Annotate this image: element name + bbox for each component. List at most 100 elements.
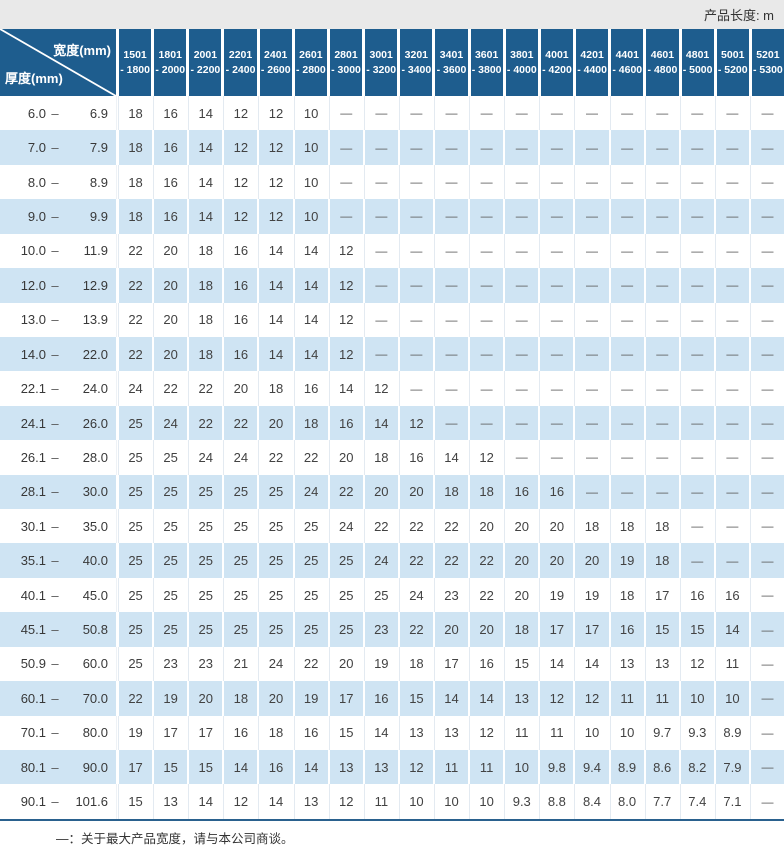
max-length-cell: 25 bbox=[222, 612, 257, 647]
max-length-cell: 25 bbox=[118, 577, 152, 613]
max-length-cell: 18 bbox=[609, 509, 644, 544]
table-row: 7.0 – 7.9 18 16 14 12 12 10— — — — — — — — — — — — — bbox=[0, 130, 784, 165]
max-length-cell: 12 bbox=[397, 405, 433, 441]
max-length-cell: 8.8 bbox=[539, 784, 573, 819]
max-length-cell: 15 bbox=[678, 612, 714, 647]
max-length-cell: — bbox=[748, 130, 784, 165]
table-row: 60.1 – 70.0 22 19 20 18 20 19 17 16 15 14 14 13 12 12… bbox=[0, 681, 784, 716]
max-length-cell: — bbox=[679, 96, 714, 131]
max-length-cell: 14 bbox=[574, 646, 608, 682]
max-length-cell: 25 bbox=[292, 543, 328, 578]
max-length-cell: — bbox=[504, 96, 538, 131]
max-length-cell: 22 bbox=[153, 371, 187, 406]
max-length-cell: 13 bbox=[503, 681, 538, 716]
thickness-range-label: 12.0 – 12.9 bbox=[0, 268, 117, 303]
max-length-cell: — bbox=[749, 440, 784, 475]
max-length-cell: — bbox=[713, 405, 749, 441]
max-length-cell: 18 bbox=[258, 371, 292, 406]
thickness-range-label: 22.1 – 24.0 bbox=[0, 371, 117, 406]
footer-divider-line bbox=[0, 818, 784, 821]
max-length-cell: 9.8 bbox=[538, 750, 573, 785]
max-length-cell: — bbox=[574, 440, 608, 475]
max-length-cell: 8.4 bbox=[574, 784, 608, 819]
max-length-cell: 13 bbox=[609, 646, 644, 682]
max-length-cell: 14 bbox=[363, 715, 398, 751]
max-length-cell: — bbox=[608, 405, 644, 441]
max-length-cell: 15 bbox=[118, 784, 152, 819]
max-length-cell: 13 bbox=[644, 646, 679, 682]
table-row: 12.0 – 12.9 22 20 18 16 14 14 12— — — — — — — — — — — — bbox=[0, 268, 784, 303]
max-length-cell: 13 bbox=[362, 750, 398, 785]
max-length-cell: 7.4 bbox=[679, 784, 714, 819]
max-length-cell: 20 bbox=[573, 543, 608, 578]
max-length-cell: 15 bbox=[397, 681, 433, 716]
max-length-cell: 14 bbox=[188, 784, 222, 819]
max-length-cell: — bbox=[574, 371, 608, 406]
max-length-cell: — bbox=[362, 336, 398, 372]
max-length-cell: 20 bbox=[503, 543, 538, 578]
max-length-cell: 25 bbox=[187, 612, 222, 647]
max-length-cell: 25 bbox=[153, 440, 187, 475]
table-body: 6.0 – 6.9 18 16 14 12 12 10— — — — — — — — — — — — — 7.0 … bbox=[0, 96, 784, 819]
max-length-cell: 25 bbox=[118, 440, 152, 475]
max-length-cell: 19 bbox=[539, 577, 573, 613]
max-length-cell: 16 bbox=[153, 96, 187, 131]
max-length-cell: 20 bbox=[538, 543, 573, 578]
max-length-cell: 14 bbox=[258, 302, 292, 337]
max-length-cell: — bbox=[714, 164, 749, 200]
max-length-cell: — bbox=[679, 371, 714, 406]
max-length-cell: 25 bbox=[293, 577, 328, 613]
table-row: 10.0 – 11.9 22 20 18 16 14 14 12— — — — — — — — — — — — bbox=[0, 233, 784, 269]
max-length-cell: 22 bbox=[258, 440, 292, 475]
max-length-cell: 25 bbox=[363, 577, 398, 613]
max-length-cell: 16 bbox=[223, 715, 257, 751]
width-column-header: 4201 - 4400 bbox=[576, 29, 609, 96]
table-row: 90.1 – 101.6 15 13 14 12 14 13 12 11 10 10 10 9.3 8.… bbox=[0, 784, 784, 819]
max-length-cell: — bbox=[432, 130, 468, 165]
max-length-cell: — bbox=[643, 199, 679, 234]
max-length-cell: 12 bbox=[222, 199, 257, 234]
thickness-range-label: 7.0 – 7.9 bbox=[0, 130, 117, 165]
max-length-cell: 19 bbox=[118, 715, 152, 751]
max-length-cell: 18 bbox=[117, 130, 152, 165]
max-length-cell: — bbox=[643, 474, 679, 510]
max-length-cell: 19 bbox=[152, 681, 187, 716]
max-length-cell: 17 bbox=[644, 577, 679, 613]
max-length-cell: 13 bbox=[293, 784, 328, 819]
max-length-cell: 18 bbox=[609, 577, 644, 613]
thickness-range-label: 35.1 – 40.0 bbox=[0, 543, 117, 578]
max-length-cell: — bbox=[398, 96, 433, 131]
max-length-cell: — bbox=[362, 199, 398, 234]
max-length-cell: 22 bbox=[222, 405, 257, 441]
max-length-cell: 22 bbox=[117, 336, 152, 372]
max-length-cell: 12 bbox=[257, 130, 292, 165]
max-length-cell: 20 bbox=[539, 509, 573, 544]
max-length-cell: 23 bbox=[153, 646, 187, 682]
max-length-cell: 20 bbox=[223, 371, 257, 406]
max-length-cell: 23 bbox=[188, 646, 222, 682]
max-length-cell: 14 bbox=[432, 681, 468, 716]
max-length-cell: — bbox=[714, 96, 749, 131]
max-length-cell: — bbox=[714, 440, 749, 475]
max-length-cell: — bbox=[539, 164, 573, 200]
max-length-cell: 10 bbox=[503, 750, 538, 785]
table-row: 14.0 – 22.0 22 20 18 16 14 14 12— — — — — — — — — — — — bbox=[0, 336, 784, 372]
max-length-cell: 13 bbox=[398, 715, 433, 751]
max-length-cell: 25 bbox=[327, 543, 363, 578]
max-length-cell: — bbox=[749, 302, 784, 337]
max-length-cell: 25 bbox=[258, 577, 292, 613]
max-length-cell: 8.2 bbox=[678, 750, 714, 785]
max-length-cell: 22 bbox=[397, 543, 433, 578]
max-length-cell: 18 bbox=[187, 336, 222, 372]
max-length-cell: — bbox=[574, 302, 608, 337]
max-length-cell: 20 bbox=[153, 233, 187, 269]
max-length-cell: 17 bbox=[153, 715, 187, 751]
thickness-range-label: 45.1 – 50.8 bbox=[0, 612, 117, 647]
max-length-cell: — bbox=[643, 130, 679, 165]
max-length-cell: 25 bbox=[328, 577, 363, 613]
max-length-cell: 22 bbox=[398, 509, 433, 544]
max-length-cell: 11 bbox=[363, 784, 398, 819]
max-length-cell: 11 bbox=[714, 646, 749, 682]
max-length-cell: 24 bbox=[223, 440, 257, 475]
max-length-cell: 18 bbox=[574, 509, 608, 544]
